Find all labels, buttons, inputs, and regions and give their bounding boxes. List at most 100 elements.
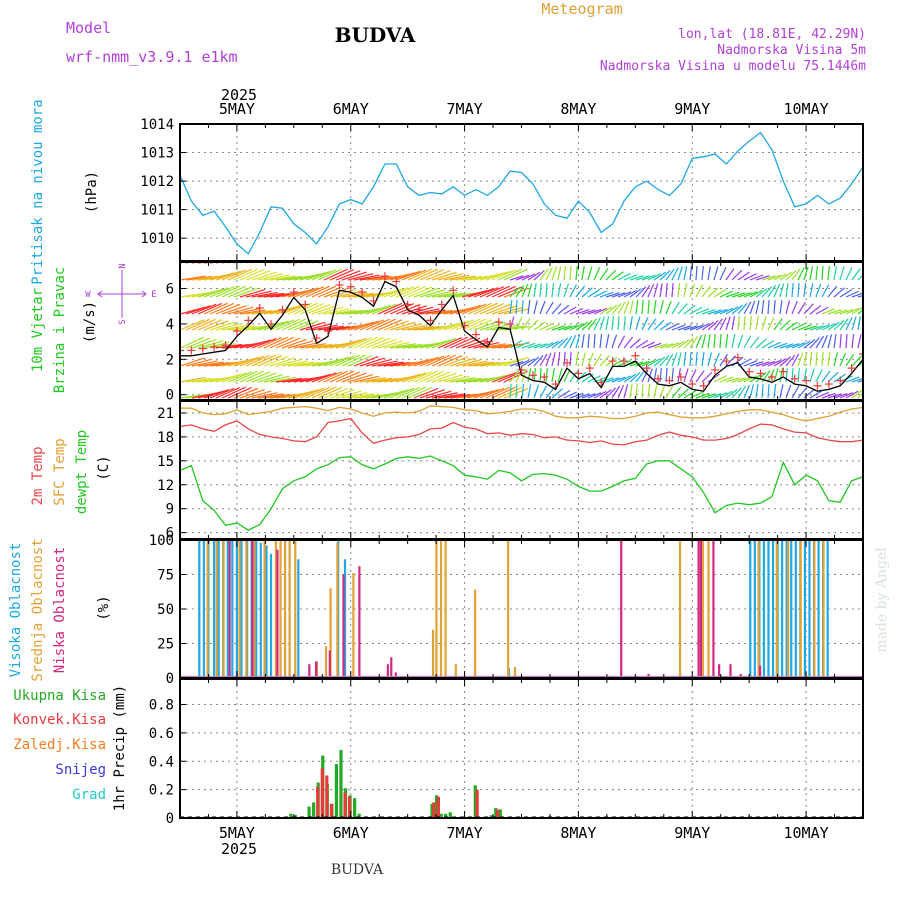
wind-arrow	[803, 352, 808, 367]
wind-arrow	[653, 283, 659, 298]
wind-arrow	[845, 353, 855, 367]
wind-arrow	[341, 372, 367, 383]
gust-marker	[836, 376, 845, 385]
wind-arrow	[180, 275, 206, 281]
y-tick-label: 0.8	[149, 698, 174, 714]
wind-arrow	[569, 307, 584, 315]
wind-arrow	[479, 286, 505, 298]
wind-arrow	[197, 288, 223, 298]
wind-arrow	[497, 358, 524, 367]
bar	[198, 540, 201, 678]
wind-arrow	[527, 300, 531, 315]
wind-arrow	[305, 285, 330, 298]
bar	[439, 540, 443, 678]
wind-arrow	[545, 267, 553, 281]
model-label: Model	[66, 19, 111, 37]
wind-arrow	[521, 384, 525, 399]
wind-arrow	[353, 320, 379, 331]
gust-marker	[346, 282, 355, 291]
wind-arrow	[671, 324, 686, 331]
wind-arrow	[707, 393, 722, 399]
wind-arrow	[779, 356, 792, 367]
bar	[228, 540, 231, 678]
bar	[294, 540, 297, 678]
bar	[678, 540, 682, 678]
wind-arrow	[695, 351, 698, 367]
top-year-label: 2025	[221, 86, 257, 104]
wind-arrow	[275, 377, 302, 383]
wind-arrow	[749, 274, 764, 281]
gust-marker	[312, 334, 321, 343]
wind-arrow	[671, 368, 674, 383]
bar	[202, 540, 205, 678]
wind-arrow	[827, 285, 838, 298]
bar	[325, 775, 329, 818]
gust-marker	[221, 341, 230, 350]
bar	[707, 540, 710, 678]
precip-unit: 1hr Precip (mm)	[112, 685, 128, 811]
wind-arrow	[593, 390, 607, 399]
wind-arrow	[425, 354, 450, 367]
wind-arrow	[815, 351, 818, 367]
wind-arrow	[257, 355, 283, 367]
wind-arrow	[791, 268, 801, 281]
top-date-label: 5MAY	[219, 100, 255, 118]
series-line	[180, 131, 863, 255]
gust-marker	[790, 374, 799, 383]
bar	[753, 540, 756, 678]
wind-arrow	[827, 266, 830, 281]
gust-marker	[642, 364, 651, 373]
wind-arrow	[743, 375, 757, 383]
wind-arrow	[575, 285, 586, 298]
wind-arrow	[425, 309, 452, 315]
wind-arrow	[557, 337, 569, 349]
wind-arrow	[401, 324, 428, 331]
wind-arrow	[653, 300, 657, 315]
wind-arrow	[767, 383, 770, 399]
wind-arrow	[683, 283, 688, 298]
panel-frame	[179, 123, 864, 262]
wind-arrow	[773, 273, 787, 281]
bar	[494, 808, 498, 818]
wind-arrow	[341, 354, 366, 367]
wind-arrow	[221, 386, 246, 399]
wind-arrow	[599, 389, 612, 399]
wind-arrow	[437, 321, 464, 331]
wind-arrow	[371, 303, 397, 315]
bar	[431, 629, 435, 678]
wind-arrow	[329, 370, 354, 383]
wind-arrow	[761, 340, 775, 349]
wind-arrow	[180, 336, 204, 349]
wind-arrow	[593, 307, 608, 315]
bar	[283, 540, 287, 678]
bar	[712, 540, 715, 678]
wind-arrow	[515, 299, 518, 315]
wind-arrow	[227, 358, 254, 367]
wind-arrow	[539, 300, 546, 315]
cloud-high-label: Visoka Oblacnost	[8, 543, 24, 678]
gust-marker	[232, 327, 241, 335]
y-tick-label: 1010	[140, 231, 174, 247]
wind-arrow	[185, 276, 212, 281]
wind-arrow	[509, 286, 521, 298]
wind-arrow	[299, 302, 325, 315]
wind-arrow	[713, 308, 728, 315]
wind-arrow	[779, 368, 784, 383]
gust-marker	[244, 316, 253, 325]
wind-arrow	[545, 340, 559, 349]
wind-arrow	[227, 306, 254, 315]
wind-arrow	[623, 289, 637, 298]
wind-arrow	[257, 292, 284, 298]
bar	[808, 540, 811, 678]
wind-arrow	[389, 286, 415, 298]
wind-arrow	[263, 274, 290, 281]
wind-arrow	[533, 354, 544, 367]
bar	[697, 540, 700, 678]
bar	[245, 540, 248, 678]
wind-arrow	[180, 376, 206, 383]
wind-arrow	[545, 368, 548, 383]
wind-arrow	[557, 368, 563, 383]
gust-marker	[688, 380, 697, 389]
wind-arrow	[689, 266, 693, 281]
wind-arrow	[545, 282, 548, 298]
